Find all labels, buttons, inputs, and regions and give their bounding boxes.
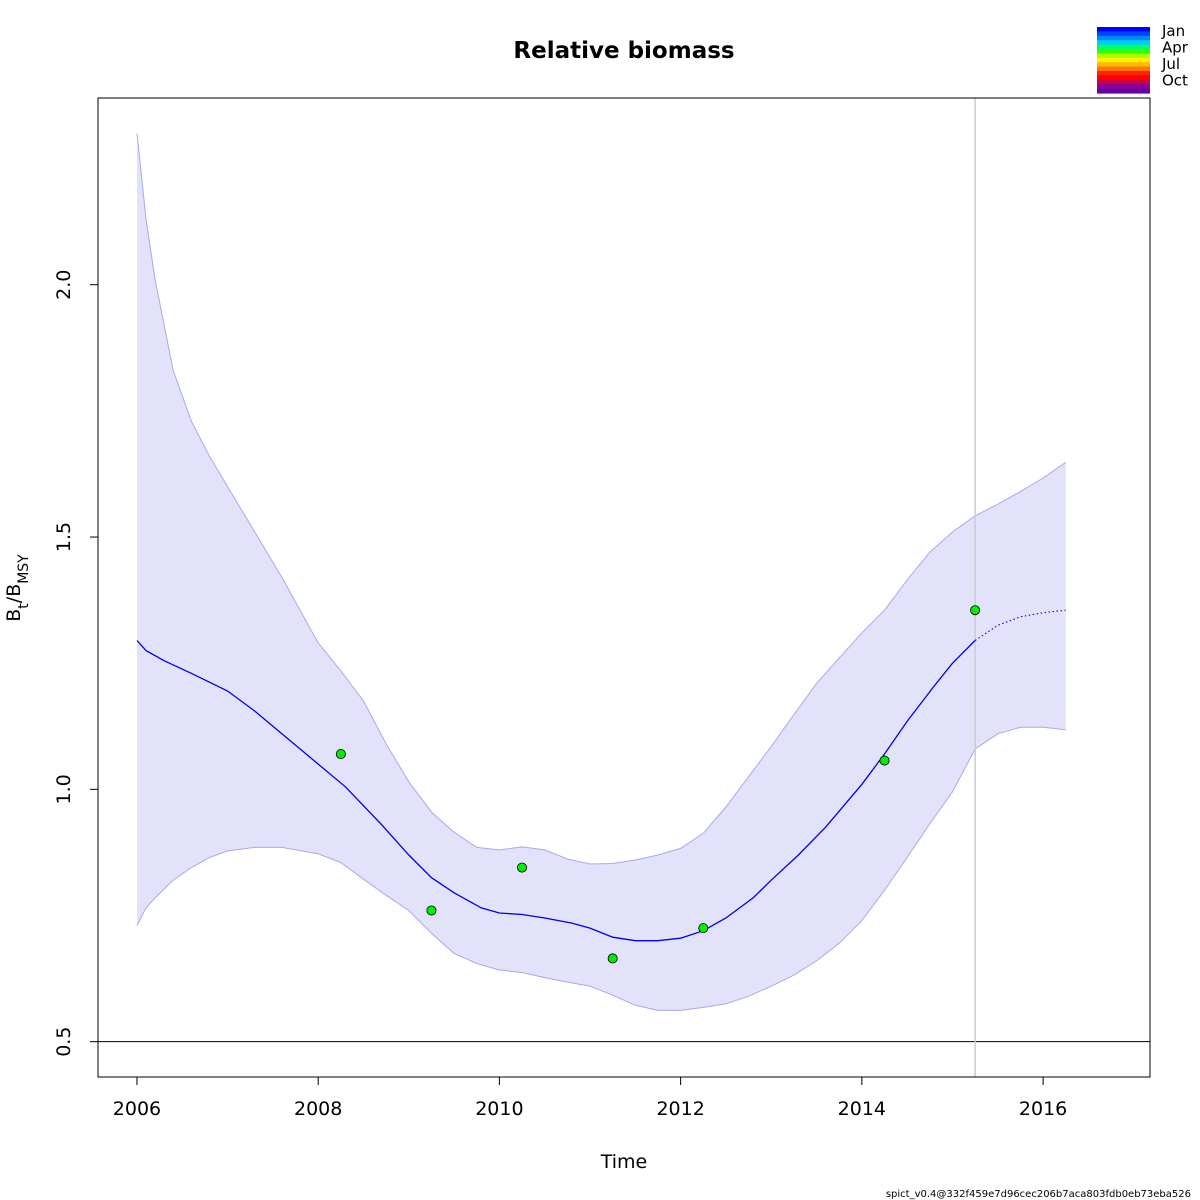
legend-color-swatch: [1097, 53, 1150, 59]
observation-point: [426, 905, 437, 916]
confidence-band: [137, 133, 1066, 1011]
observation-points-layer: [335, 605, 981, 964]
x-tick-label: 2016: [1019, 1098, 1067, 1120]
reference-line-layer: [98, 98, 1150, 1077]
confidence-band-upper-edge: [136, 133, 1066, 865]
x-tick-label: 2010: [475, 1098, 523, 1120]
plot-frame: [97, 97, 1151, 1078]
legend-color-swatch: [1097, 84, 1150, 90]
observation-point: [879, 755, 890, 766]
legend-color-swatch: [1097, 66, 1150, 72]
legend-color-swatch: [1097, 75, 1150, 81]
legend-month-label: Apr: [1162, 39, 1189, 57]
x-tick-label: 2014: [838, 1098, 886, 1120]
observation-point: [607, 953, 618, 964]
x-axis-label: Time: [600, 1151, 648, 1173]
legend-color-swatch: [1097, 62, 1150, 68]
legend-color-swatch: [1097, 71, 1150, 76]
chart-title: Relative biomass: [513, 38, 734, 64]
x-tick-label: 2006: [113, 1098, 161, 1120]
observation-point: [970, 605, 981, 616]
y-tick-label: 1.5: [53, 522, 75, 552]
y-label-separator: /B: [3, 584, 25, 603]
observation-point: [698, 923, 709, 934]
legend-color-swatch: [1097, 31, 1150, 37]
legend-color-swatch: [1097, 57, 1150, 63]
legend-color-swatch: [1097, 35, 1150, 41]
legend-color-swatch: [1097, 40, 1150, 46]
y-tick-label: 1.0: [53, 774, 75, 804]
x-tick-label: 2008: [294, 1098, 342, 1120]
y-label-subscript-t: t: [16, 603, 32, 609]
estimate-line-layer: [136, 609, 1066, 942]
estimate-line: [136, 640, 976, 942]
observation-point: [517, 862, 528, 873]
legend-color-swatch: [1097, 79, 1150, 85]
y-axis: 0.5 1.0 1.5 2.0: [53, 270, 98, 1057]
x-tick-label: 2012: [656, 1098, 704, 1120]
legend-color-swatch: [1097, 49, 1150, 54]
legend-month-label: Jan: [1161, 22, 1185, 40]
y-axis-label: Bt/BMSY: [3, 554, 32, 622]
legend-month-label: Jul: [1161, 55, 1180, 73]
observation-point: [335, 749, 346, 760]
y-tick-label: 2.0: [53, 270, 75, 300]
x-axis: 2006 2008 2010 2012 2014 2016: [113, 1077, 1067, 1120]
version-footnote: spict_v0.4@332f459e7d96cec206b7aca803fdb…: [886, 1189, 1191, 1200]
y-tick-label: 0.5: [53, 1027, 75, 1057]
y-label-main: B: [3, 609, 25, 622]
legend-color-swatch: [1097, 88, 1150, 94]
legend-month-label: Oct: [1162, 72, 1188, 90]
legend-color-swatch: [1097, 44, 1150, 50]
confidence-band-lower-edge: [136, 726, 1066, 1011]
y-label-subscript-msy: MSY: [16, 554, 32, 584]
legend-color-swatch: [1097, 27, 1150, 32]
confidence-band-layer: [136, 133, 1066, 1011]
